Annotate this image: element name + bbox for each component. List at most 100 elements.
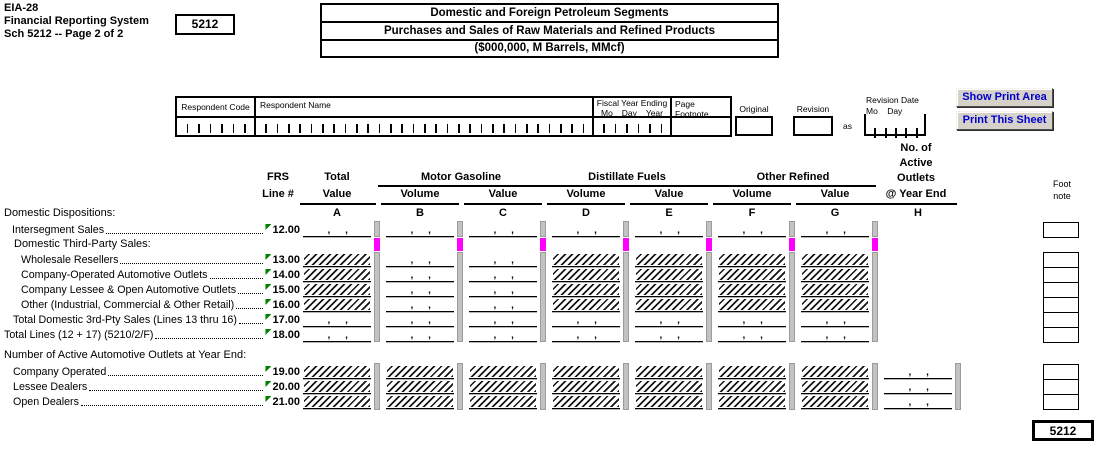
- thousands-separator: ,: [843, 315, 846, 326]
- separator-bar: [706, 221, 712, 237]
- line-number-13: 13.00: [265, 253, 300, 267]
- revision-label: Revision: [796, 104, 830, 114]
- revision-date-sublabels: Mo Day: [866, 106, 902, 116]
- cell-h-20[interactable]: ,,: [884, 379, 952, 394]
- cell-b-12[interactable]: ,,: [386, 222, 454, 237]
- cell-b-14[interactable]: ,,: [386, 267, 454, 282]
- footnote-box-16[interactable]: [1043, 297, 1079, 313]
- cell-h-19[interactable]: ,,: [884, 364, 952, 379]
- cell-f-18[interactable]: ,,: [718, 327, 786, 342]
- title-line-2: Purchases and Sales of Raw Materials and…: [322, 23, 777, 41]
- cell-a-18[interactable]: ,,: [303, 327, 371, 342]
- separator-bar: [706, 252, 712, 342]
- respondent-name-tick: [582, 124, 585, 133]
- footnote-box-13[interactable]: [1043, 252, 1079, 268]
- cell-a-12[interactable]: ,,: [303, 222, 371, 237]
- respondent-name-tick: [401, 124, 403, 133]
- thousands-separator: ,: [825, 315, 829, 326]
- cell-b-16[interactable]: ,,: [386, 297, 454, 312]
- footnote-box-12[interactable]: [1043, 222, 1079, 238]
- thousands-separator: ,: [428, 285, 431, 296]
- thousands-separator: ,: [428, 270, 431, 281]
- cell-f-17[interactable]: ,,: [718, 312, 786, 327]
- cell-g-21-not-applicable: [801, 394, 869, 409]
- row-label-text: Wholesale Resellers: [21, 254, 119, 266]
- total-header-line1: Total: [324, 171, 350, 183]
- original-input[interactable]: [735, 116, 773, 136]
- thousands-separator: ,: [594, 315, 597, 326]
- cell-d-16-not-applicable: [552, 297, 620, 312]
- cell-c-13[interactable]: ,,: [469, 252, 537, 267]
- cell-g-12[interactable]: ,,: [801, 222, 869, 237]
- cell-e-12[interactable]: ,,: [635, 222, 703, 237]
- subheader-value: Value: [820, 188, 850, 200]
- pink-highlight-bar: [789, 238, 795, 251]
- comment-flag-icon: [265, 284, 272, 290]
- footnote-box-14[interactable]: [1043, 267, 1079, 283]
- cell-b-17[interactable]: ,,: [386, 312, 454, 327]
- outlets-header-line4: @ Year End: [885, 188, 947, 200]
- separator-bar: [955, 363, 961, 410]
- schedule-number-box: 5212: [175, 14, 235, 35]
- cell-c-12[interactable]: ,,: [469, 222, 537, 237]
- fiscal-year-tick: [614, 124, 617, 133]
- cell-f-15-not-applicable: [718, 282, 786, 297]
- cell-e-18[interactable]: ,,: [635, 327, 703, 342]
- thousands-separator: ,: [926, 367, 929, 378]
- footer-schedule-box: 5212: [1032, 420, 1094, 441]
- cell-d-17[interactable]: ,,: [552, 312, 620, 327]
- footnote-box-19[interactable]: [1043, 364, 1079, 380]
- cell-g-17[interactable]: ,,: [801, 312, 869, 327]
- thousands-separator: ,: [410, 255, 414, 266]
- print-this-sheet-button[interactable]: Print This Sheet: [956, 111, 1053, 130]
- footnote-box-21[interactable]: [1043, 394, 1079, 410]
- column-letter-f: F: [748, 207, 756, 219]
- footnote-box-20[interactable]: [1043, 379, 1079, 395]
- footnote-box-15[interactable]: [1043, 282, 1079, 298]
- comment-flag-icon: [265, 381, 272, 387]
- revision-date-tick: [905, 128, 908, 138]
- footnote-box-17[interactable]: [1043, 312, 1079, 328]
- footnote-box-18[interactable]: [1043, 327, 1079, 343]
- respondent-name-tick: [492, 124, 494, 133]
- cell-b-15[interactable]: ,,: [386, 282, 454, 297]
- dotted-leader: [238, 323, 264, 324]
- fiscal-year-tick: [626, 124, 628, 133]
- thousands-separator: ,: [511, 315, 514, 326]
- page-footnote-input[interactable]: [670, 116, 732, 137]
- dotted-leader: [155, 338, 264, 339]
- cell-e-17[interactable]: ,,: [635, 312, 703, 327]
- column-letter-c: C: [499, 207, 507, 219]
- cell-d-20-not-applicable: [552, 379, 620, 394]
- row-15-label: Company Lessee & Open Automotive Outlets…: [21, 282, 300, 297]
- fiscal-year-tick: [649, 124, 651, 133]
- thousands-separator: ,: [410, 285, 414, 296]
- respondent-name-tick: [299, 124, 301, 133]
- subheader-value: Value: [488, 188, 518, 200]
- separator-bar: [540, 252, 546, 342]
- revision-day-label: Day: [887, 106, 903, 116]
- cell-d-12[interactable]: ,,: [552, 222, 620, 237]
- cell-c-17[interactable]: ,,: [469, 312, 537, 327]
- thousands-separator: ,: [410, 270, 414, 281]
- cell-h-21[interactable]: ,,: [884, 394, 952, 409]
- line-number-16: 16.00: [265, 298, 300, 312]
- cell-d-18[interactable]: ,,: [552, 327, 620, 342]
- revision-input[interactable]: [793, 116, 833, 136]
- cell-a-17[interactable]: ,,: [303, 312, 371, 327]
- cell-c-14[interactable]: ,,: [469, 267, 537, 282]
- cell-c-15[interactable]: ,,: [469, 282, 537, 297]
- cell-f-12[interactable]: ,,: [718, 222, 786, 237]
- line-number-text: 19.00: [272, 366, 300, 378]
- respondent-name-tick: [458, 124, 460, 133]
- cell-c-16[interactable]: ,,: [469, 297, 537, 312]
- cell-c-18[interactable]: ,,: [469, 327, 537, 342]
- row-13-label: Wholesale Resellers 13.00: [21, 252, 300, 267]
- show-print-area-button[interactable]: Show Print Area: [956, 88, 1053, 107]
- fiscal-year-tick: [603, 124, 605, 133]
- comment-flag-icon: [265, 396, 272, 402]
- cell-b-18[interactable]: ,,: [386, 327, 454, 342]
- cell-g-18[interactable]: ,,: [801, 327, 869, 342]
- cell-e-20-not-applicable: [635, 379, 703, 394]
- cell-b-13[interactable]: ,,: [386, 252, 454, 267]
